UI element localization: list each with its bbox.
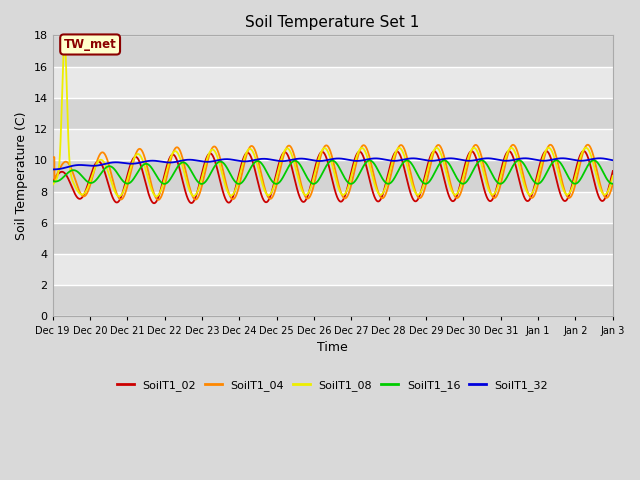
Bar: [52, 98, 613, 129]
Legend: SoilT1_02, SoilT1_04, SoilT1_08, SoilT1_16, SoilT1_32: SoilT1_02, SoilT1_04, SoilT1_08, SoilT1_…: [113, 375, 553, 395]
Bar: [52, 129, 613, 160]
Bar: [52, 67, 613, 98]
X-axis label: Time: Time: [317, 341, 348, 354]
Bar: [52, 223, 613, 254]
Title: Soil Temperature Set 1: Soil Temperature Set 1: [246, 15, 420, 30]
Text: TW_met: TW_met: [64, 38, 116, 51]
Bar: [52, 36, 613, 67]
Bar: [52, 160, 613, 192]
Bar: [52, 285, 613, 316]
Y-axis label: Soil Temperature (C): Soil Temperature (C): [15, 112, 28, 240]
Bar: [52, 254, 613, 285]
Bar: [52, 192, 613, 223]
